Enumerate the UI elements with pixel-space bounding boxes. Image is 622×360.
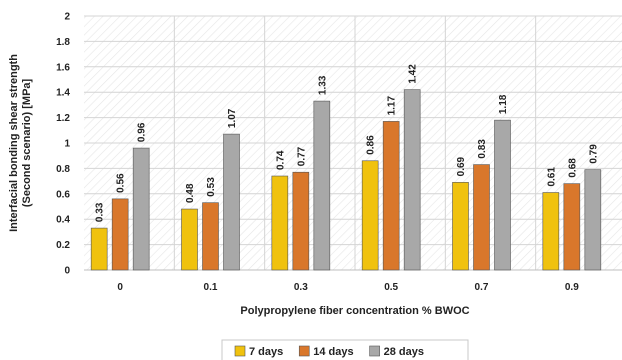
x-tick-label: 0.3: [294, 282, 308, 293]
y-tick-label: 0.4: [56, 215, 70, 226]
data-label: 0.79: [588, 144, 599, 164]
y-axis-title: Interfacial bonding shear strength (Secon…: [8, 54, 33, 232]
legend-swatch: [234, 345, 246, 357]
x-axis-ticks: 0 0.1 0.3 0.5 0.7 0.9: [117, 282, 579, 293]
bar-28-days-0.5: [403, 89, 421, 271]
bar-28-days-0.9: [584, 169, 602, 271]
bar-14-days-0.9: [563, 183, 581, 271]
data-label: 0.86: [366, 135, 377, 155]
y-tick-label: 1.2: [56, 113, 70, 124]
data-label: 0.61: [546, 167, 557, 187]
y-tick-label: 1.8: [56, 37, 70, 48]
y-axis-ticks: 0 0.2 0.4 0.6 0.8 1 1.2 1.4 1.6 1.8 2: [56, 12, 70, 277]
x-tick-label: 0.7: [475, 282, 489, 293]
x-axis-title: Polypropylene fiber concentration % BWOC: [240, 305, 469, 317]
legend: 7 days 14 days 28 days: [221, 339, 469, 360]
y-tick-label: 0.8: [56, 164, 70, 175]
data-label: 0.69: [456, 156, 467, 176]
legend-label: 28 days: [384, 346, 424, 358]
legend-label: 14 days: [313, 346, 353, 358]
data-label: 0.56: [116, 173, 127, 193]
bar-28-days-0.7: [494, 119, 511, 271]
data-label: 0.53: [206, 177, 217, 197]
bar-14-days-0.5: [382, 121, 400, 271]
y-tick-label: 1.4: [56, 88, 70, 99]
bars: [90, 89, 602, 271]
bar-14-days-0.3: [292, 171, 310, 271]
y-axis-title-line: Interfacial bonding shear strength: [8, 54, 20, 232]
bar-7-days-0.1: [181, 208, 198, 271]
data-label: 0.74: [275, 150, 286, 170]
legend-label: 7 days: [249, 346, 283, 358]
y-tick-label: 2: [64, 12, 70, 23]
data-labels: 0.33 0.56 0.96 0.48 0.53 1.07 0.74 0.77 1.33 0.86…: [95, 64, 600, 222]
y-tick-label: 0.2: [56, 240, 70, 251]
data-label: 1.17: [387, 96, 398, 116]
x-tick-label: 0.5: [384, 282, 398, 293]
bar-7-days-0.9: [542, 192, 560, 271]
bar-7-days-0.3: [271, 175, 289, 271]
y-tick-label: 1.6: [56, 62, 70, 73]
gridlines: [84, 15, 622, 271]
x-tick-label: 0.9: [565, 282, 579, 293]
bar-7-days-0.5: [361, 160, 379, 271]
data-label: 1.18: [498, 94, 509, 114]
bar-14-days-0.1: [202, 202, 219, 271]
y-tick-label: 0.6: [56, 189, 70, 200]
data-label: 1.42: [408, 64, 419, 84]
bar-28-days-0.1: [223, 133, 240, 271]
data-label: 0.33: [95, 202, 106, 222]
bar-28-days-0: [132, 147, 150, 271]
legend-swatch: [298, 345, 310, 357]
legend-swatch: [369, 345, 380, 357]
y-tick-label: 0: [64, 266, 70, 277]
data-label: 1.33: [317, 75, 328, 95]
data-label: 0.83: [477, 139, 488, 159]
y-tick-label: 1: [64, 139, 70, 150]
data-label: 0.77: [296, 146, 307, 166]
data-label: 0.48: [185, 183, 196, 203]
x-tick-label: 0: [117, 282, 123, 293]
x-tick-label: 0.1: [204, 282, 218, 293]
y-axis-title-line: (Second scenario) [MPa]: [21, 78, 33, 207]
legend-box: [221, 339, 469, 360]
data-label: 0.96: [137, 122, 148, 142]
data-label: 0.68: [567, 158, 578, 178]
data-label: 1.07: [227, 108, 238, 128]
bar-7-days-0: [90, 227, 108, 271]
bar-14-days-0: [111, 198, 129, 271]
bar-14-days-0.7: [473, 164, 490, 271]
bar-28-days-0.3: [313, 100, 331, 271]
bar-7-days-0.7: [452, 182, 469, 271]
